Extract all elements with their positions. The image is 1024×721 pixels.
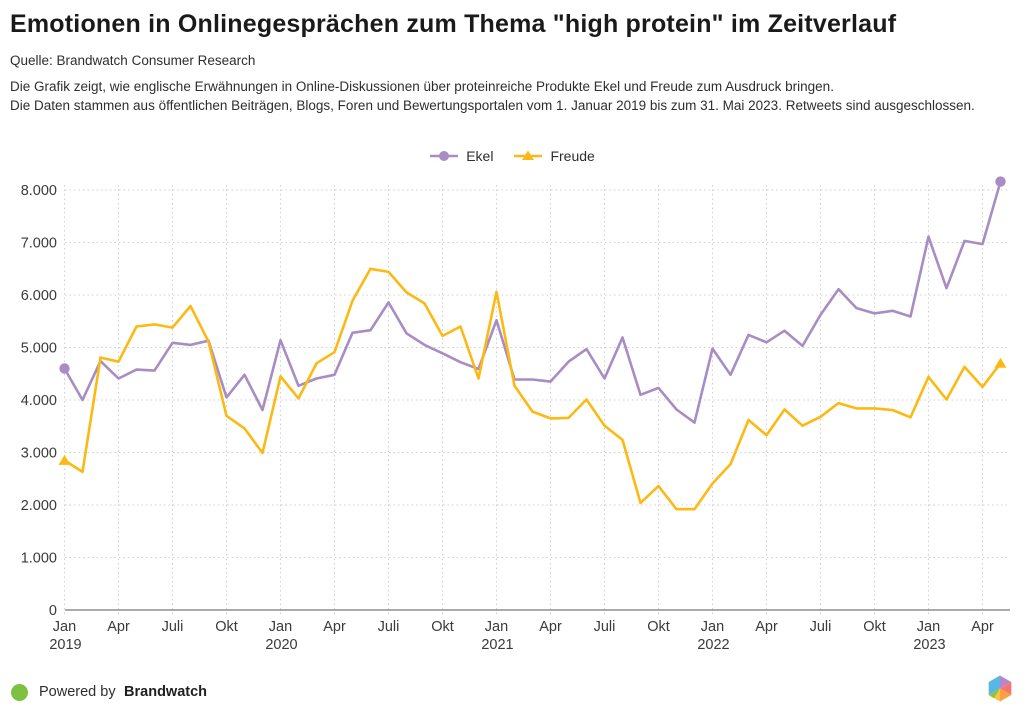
svg-text:Juli: Juli	[810, 619, 832, 635]
source-line: Quelle: Brandwatch Consumer Research	[10, 53, 256, 68]
footer: Powered by Brandwatch	[11, 683, 207, 701]
svg-text:Jan: Jan	[485, 619, 508, 635]
freude-endpoint-marker	[994, 357, 1007, 368]
legend-item-ekel[interactable]: Ekel	[429, 148, 493, 164]
svg-text:Okt: Okt	[215, 619, 238, 635]
svg-text:Apr: Apr	[323, 619, 346, 635]
svg-text:1.000: 1.000	[21, 551, 57, 567]
legend-label-ekel: Ekel	[466, 148, 494, 164]
svg-text:Juli: Juli	[594, 619, 616, 635]
brandwatch-green-dot-icon	[11, 683, 28, 701]
svg-text:Jan: Jan	[917, 619, 940, 635]
svg-text:6.000: 6.000	[21, 288, 57, 304]
gridlines	[64, 185, 1010, 616]
brandwatch-hexagon-logo-icon	[988, 675, 1012, 702]
freude-line-marker-icon	[514, 150, 543, 160]
svg-text:Jan: Jan	[53, 619, 76, 635]
svg-text:5.000: 5.000	[21, 341, 57, 357]
svg-text:2023: 2023	[913, 637, 945, 653]
svg-text:Juli: Juli	[378, 619, 400, 635]
svg-text:0: 0	[49, 603, 57, 619]
description-line-2: Die Daten stammen aus öffentlichen Beitr…	[10, 98, 975, 113]
x-axis-labels: Jan 2019 Apr Juli Okt Jan 2020 Apr Juli Okt Jan 202…	[49, 619, 994, 653]
svg-text:Jan: Jan	[701, 619, 724, 635]
svg-text:Okt: Okt	[863, 619, 886, 635]
page-title: Emotionen in Onlinegesprächen zum Thema …	[10, 10, 897, 38]
chart-header: Emotionen in Onlinegesprächen zum Thema …	[10, 8, 1015, 115]
legend-item-freude[interactable]: Freude	[513, 148, 595, 164]
legend-label-freude: Freude	[550, 148, 595, 164]
y-axis-labels: 0 1.000 2.000 3.000 4.000 5.000 6.000 7.000 8.00…	[21, 183, 57, 619]
svg-text:Jan: Jan	[269, 619, 292, 635]
series-ekel	[59, 176, 1006, 424]
svg-text:4.000: 4.000	[21, 393, 57, 409]
svg-text:2.000: 2.000	[21, 498, 57, 514]
svg-text:2019: 2019	[49, 637, 81, 653]
svg-text:3.000: 3.000	[21, 446, 57, 462]
svg-text:8.000: 8.000	[21, 183, 57, 199]
series-freude	[58, 267, 1007, 511]
powered-by-text: Powered by	[39, 684, 116, 700]
svg-text:Apr: Apr	[539, 619, 562, 635]
ekel-endpoint-marker	[995, 176, 1006, 187]
svg-text:Juli: Juli	[162, 619, 184, 635]
svg-text:Apr: Apr	[971, 619, 994, 635]
brandwatch-wordmark: Brandwatch	[124, 684, 208, 700]
svg-text:Okt: Okt	[647, 619, 670, 635]
svg-text:2021: 2021	[481, 637, 513, 653]
ekel-endpoint-marker	[59, 363, 70, 374]
svg-text:Apr: Apr	[755, 619, 778, 635]
svg-text:2020: 2020	[265, 637, 297, 653]
svg-text:7.000: 7.000	[21, 236, 57, 252]
emotion-line-chart: 0 1.000 2.000 3.000 4.000 5.000 6.000 7.000 8.00…	[21, 176, 1010, 653]
chart-legend: Ekel Freude	[0, 148, 1024, 164]
freude-endpoint-marker	[58, 454, 71, 465]
description: Die Grafik zeigt, wie englische Erwähnun…	[10, 77, 1015, 115]
ekel-line-marker-icon	[430, 151, 459, 161]
description-line-1: Die Grafik zeigt, wie englische Erwähnun…	[10, 79, 834, 94]
svg-text:Apr: Apr	[107, 619, 130, 635]
svg-text:Okt: Okt	[431, 619, 454, 635]
svg-text:2022: 2022	[697, 637, 729, 653]
